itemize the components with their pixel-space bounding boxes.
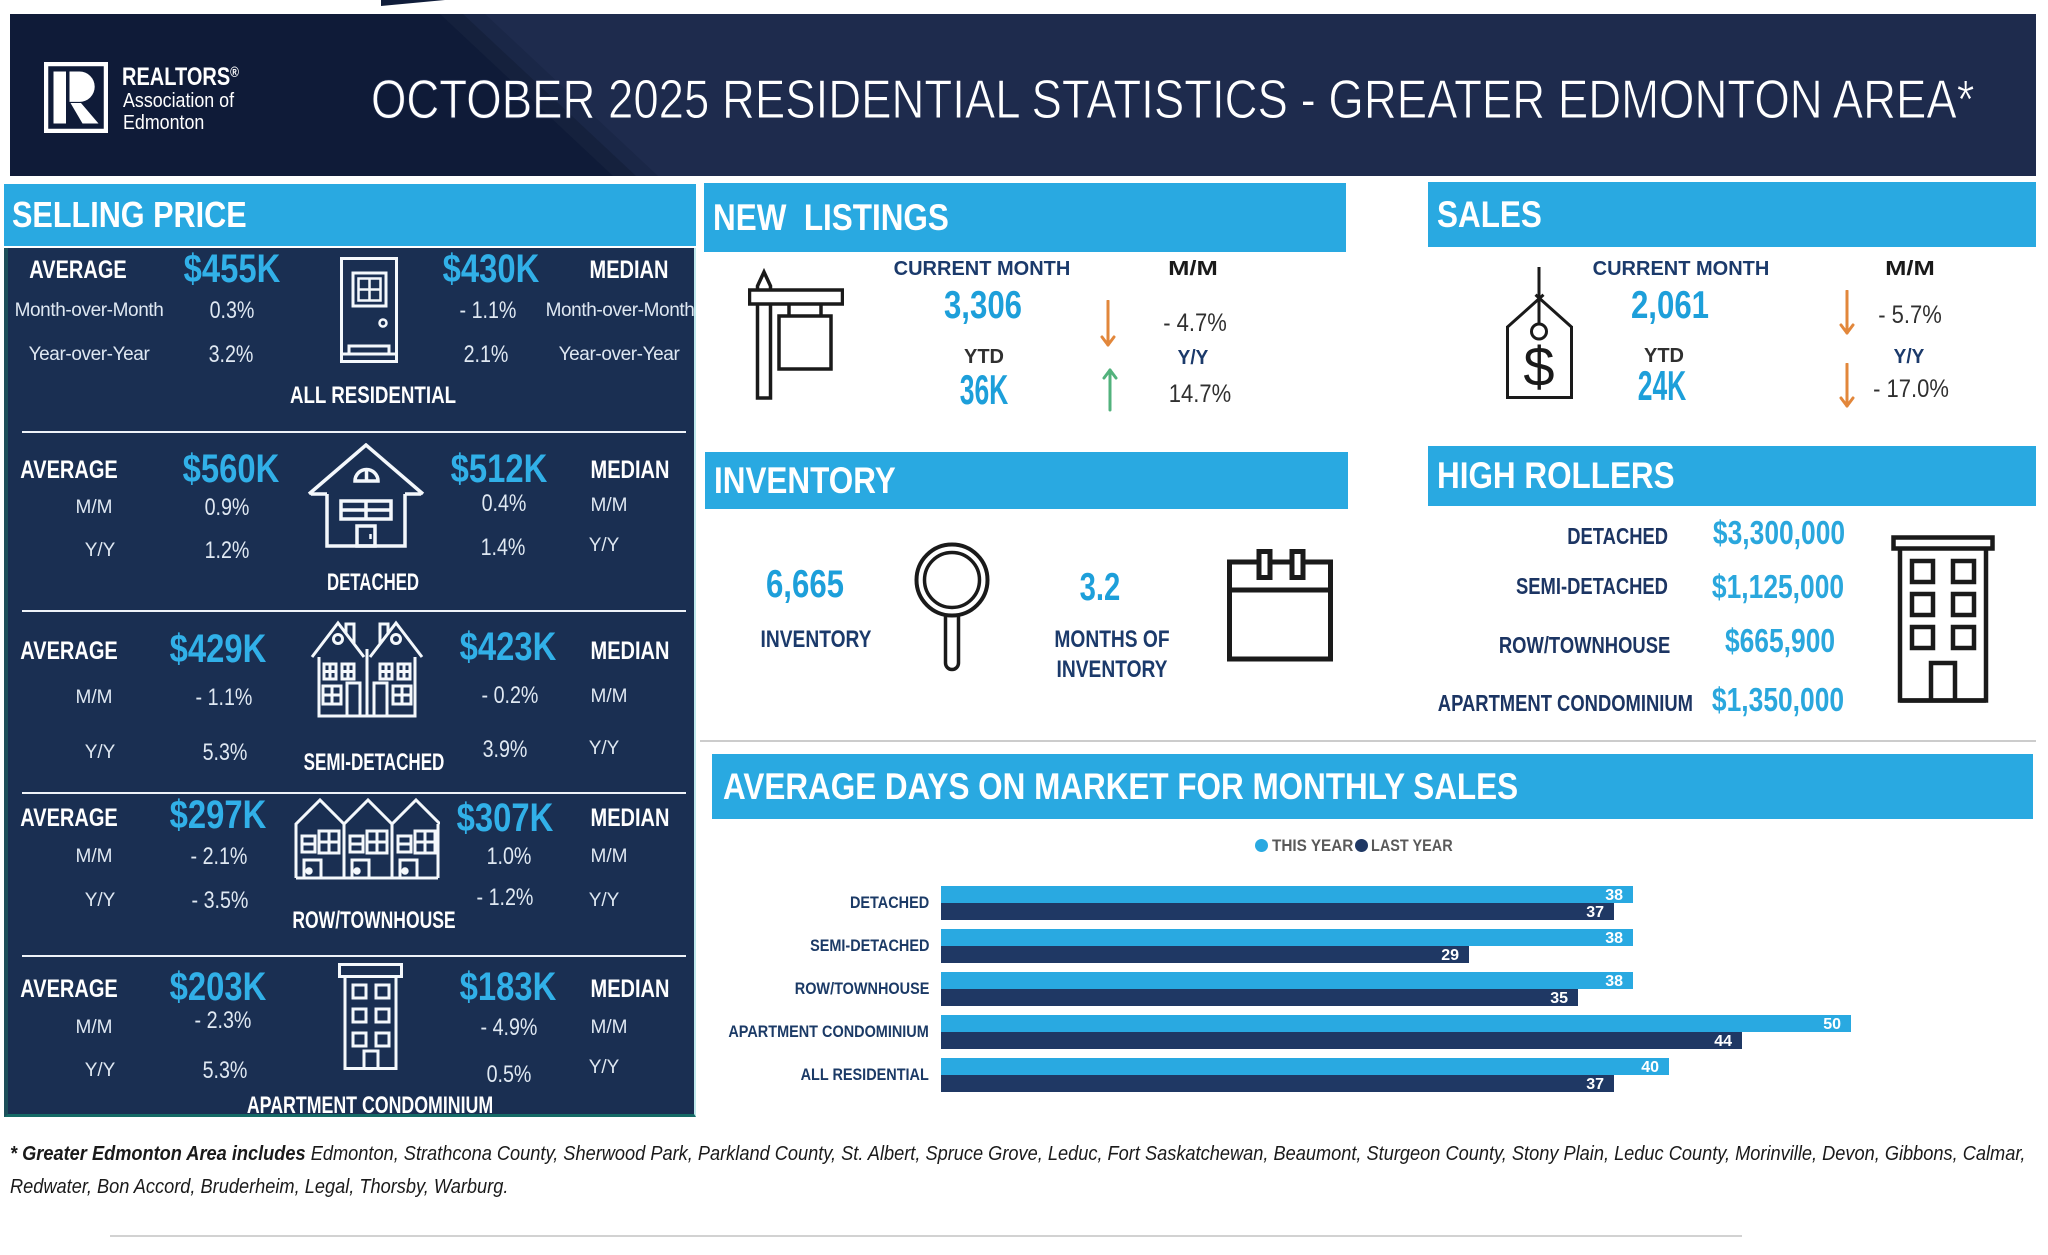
svg-text:$: $ xyxy=(1523,335,1554,398)
